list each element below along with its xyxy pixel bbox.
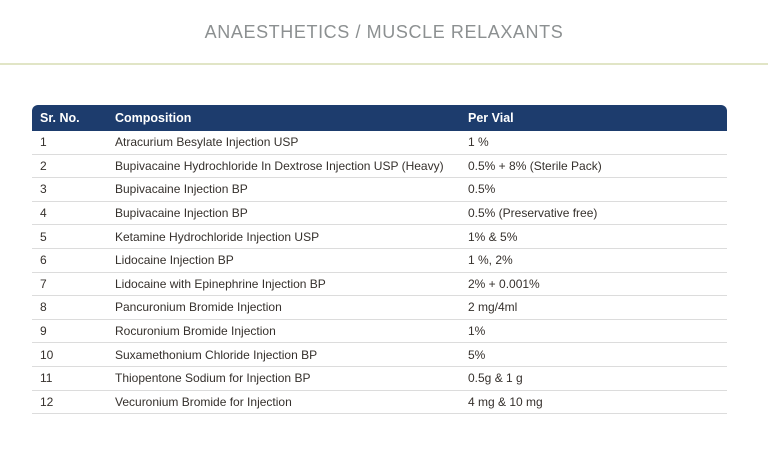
cell-per-vial: 0.5g & 1 g xyxy=(468,366,727,391)
title-divider xyxy=(0,63,768,65)
table-row: 10 Suxamethonium Chloride Injection BP 5… xyxy=(32,343,727,367)
column-header-per-vial: Per Vial xyxy=(468,105,727,131)
cell-composition: Lidocaine Injection BP xyxy=(115,248,468,273)
table-row: 6 Lidocaine Injection BP 1 %, 2% xyxy=(32,248,727,273)
table-row: 3 Bupivacaine Injection BP 0.5% xyxy=(32,178,727,202)
cell-per-vial: 5% xyxy=(468,343,727,367)
cell-per-vial: 0.5% + 8% (Sterile Pack) xyxy=(468,154,727,179)
cell-composition: Suxamethonium Chloride Injection BP xyxy=(115,343,468,367)
products-table: Sr. No. Composition Per Vial 1 Atracuriu… xyxy=(32,105,727,415)
table-header: Sr. No. Composition Per Vial xyxy=(32,105,727,131)
cell-sr-no: 1 xyxy=(32,131,115,155)
cell-composition: Bupivacaine Hydrochloride In Dextrose In… xyxy=(115,154,468,179)
cell-composition: Bupivacaine Injection BP xyxy=(115,201,468,226)
cell-sr-no: 6 xyxy=(32,248,115,273)
cell-per-vial: 1 % xyxy=(468,131,727,155)
cell-sr-no: 3 xyxy=(32,178,115,202)
cell-sr-no: 9 xyxy=(32,319,115,344)
cell-sr-no: 4 xyxy=(32,201,115,226)
cell-composition: Vecuronium Bromide for Injection xyxy=(115,390,468,415)
cell-per-vial: 1% xyxy=(468,319,727,344)
table-row: 5 Ketamine Hydrochloride Injection USP 1… xyxy=(32,225,727,249)
cell-sr-no: 10 xyxy=(32,343,115,367)
cell-sr-no: 11 xyxy=(32,366,115,391)
cell-sr-no: 8 xyxy=(32,296,115,320)
table-row: 2 Bupivacaine Hydrochloride In Dextrose … xyxy=(32,154,727,179)
cell-composition: Thiopentone Sodium for Injection BP xyxy=(115,366,468,391)
column-header-composition: Composition xyxy=(115,105,468,131)
cell-composition: Lidocaine with Epinephrine Injection BP xyxy=(115,272,468,297)
cell-per-vial: 2% + 0.001% xyxy=(468,272,727,297)
table-row: 8 Pancuronium Bromide Injection 2 mg/4ml xyxy=(32,296,727,320)
table-row: 4 Bupivacaine Injection BP 0.5% (Preserv… xyxy=(32,201,727,226)
page-title: ANAESTHETICS / MUSCLE RELAXANTS xyxy=(204,22,564,42)
cell-sr-no: 5 xyxy=(32,225,115,249)
table-header-row: Sr. No. Composition Per Vial xyxy=(32,105,727,131)
cell-per-vial: 4 mg & 10 mg xyxy=(468,390,727,415)
cell-per-vial: 0.5% xyxy=(468,178,727,202)
cell-per-vial: 2 mg/4ml xyxy=(468,296,727,320)
cell-sr-no: 7 xyxy=(32,272,115,297)
table-row: 11 Thiopentone Sodium for Injection BP 0… xyxy=(32,366,727,391)
cell-composition: Bupivacaine Injection BP xyxy=(115,178,468,202)
cell-composition: Atracurium Besylate Injection USP xyxy=(115,131,468,155)
cell-per-vial: 0.5% (Preservative free) xyxy=(468,201,727,226)
cell-composition: Pancuronium Bromide Injection xyxy=(115,296,468,320)
table-row: 7 Lidocaine with Epinephrine Injection B… xyxy=(32,272,727,297)
cell-composition: Rocuronium Bromide Injection xyxy=(115,319,468,344)
column-header-sr-no: Sr. No. xyxy=(32,105,115,131)
cell-sr-no: 12 xyxy=(32,390,115,415)
table-row: 9 Rocuronium Bromide Injection 1% xyxy=(32,319,727,344)
table-body: 1 Atracurium Besylate Injection USP 1 % … xyxy=(32,131,727,415)
cell-sr-no: 2 xyxy=(32,154,115,179)
cell-per-vial: 1 %, 2% xyxy=(468,248,727,273)
table-row: 1 Atracurium Besylate Injection USP 1 % xyxy=(32,131,727,155)
cell-composition: Ketamine Hydrochloride Injection USP xyxy=(115,225,468,249)
table-row: 12 Vecuronium Bromide for Injection 4 mg… xyxy=(32,390,727,415)
cell-per-vial: 1% & 5% xyxy=(468,225,727,249)
